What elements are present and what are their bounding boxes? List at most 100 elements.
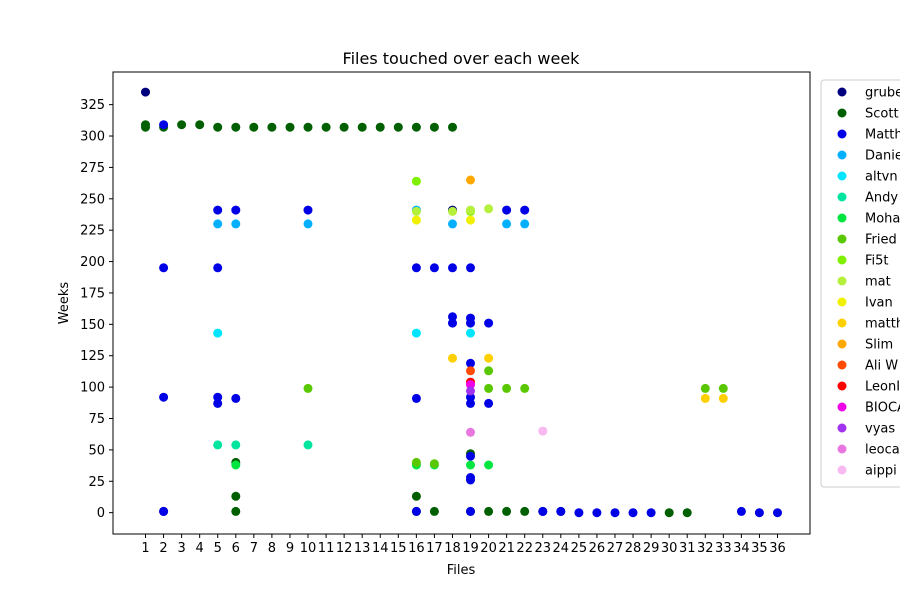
legend-marker: [837, 108, 847, 118]
y-tick-label: 150: [80, 318, 105, 333]
data-point: [448, 206, 457, 216]
x-tick-label: 35: [751, 541, 768, 556]
data-point: [303, 383, 313, 393]
data-point: [773, 508, 782, 518]
y-axis-label: Weeks: [57, 282, 72, 325]
series-fried: [303, 366, 728, 469]
data-point: [484, 398, 494, 408]
legend-entry: Fried: [865, 233, 897, 248]
data-point: [448, 122, 457, 132]
x-tick-label: 33: [715, 541, 732, 556]
data-point: [466, 398, 475, 408]
x-tick-label: 11: [318, 541, 335, 556]
data-point: [429, 122, 439, 132]
x-tick-label: 30: [661, 541, 678, 556]
data-point: [159, 263, 169, 273]
data-point: [538, 426, 548, 436]
data-point: [411, 176, 421, 186]
x-tick-label: 17: [426, 541, 443, 556]
series-slim: [466, 175, 475, 185]
legend-marker: [837, 444, 847, 454]
legend-entry: Scott: [865, 107, 899, 122]
data-point: [411, 122, 421, 132]
data-point: [213, 205, 223, 215]
legend-marker: [837, 171, 847, 181]
data-point: [159, 506, 169, 516]
data-point: [231, 219, 241, 229]
data-point: [213, 328, 223, 338]
legend-marker: [837, 255, 847, 265]
legend-entry: Ivan: [865, 296, 893, 311]
legend-marker: [837, 381, 847, 391]
x-tick-label: 25: [571, 541, 588, 556]
data-point: [502, 506, 512, 516]
data-point: [177, 120, 187, 130]
data-point: [448, 318, 457, 328]
data-point: [466, 386, 475, 396]
data-point: [213, 122, 223, 132]
data-point: [159, 120, 169, 130]
data-point: [574, 508, 584, 518]
plot-area: [141, 87, 782, 518]
data-point: [411, 457, 421, 467]
y-tick-label: 325: [80, 98, 105, 113]
legend-entry: Ali W: [865, 359, 898, 374]
legend-entry: Fi5t: [865, 254, 889, 269]
y-tick-label: 100: [80, 381, 105, 396]
series-altvn: [213, 328, 475, 338]
legend-entry: altvn: [865, 170, 898, 185]
y-tick-label: 0: [97, 506, 105, 521]
data-point: [502, 205, 512, 215]
x-tick-label: 31: [679, 541, 696, 556]
y-tick-label: 275: [80, 161, 105, 176]
data-point: [718, 383, 728, 393]
data-point: [231, 460, 241, 470]
data-point: [303, 440, 313, 450]
x-tick-label: 9: [286, 541, 294, 556]
data-point: [267, 122, 277, 132]
data-point: [213, 398, 223, 408]
data-point: [718, 393, 728, 403]
data-point: [484, 460, 494, 470]
data-point: [213, 263, 223, 273]
chart-title: Files touched over each week: [343, 49, 581, 68]
legend-marker: [837, 213, 847, 223]
data-point: [411, 491, 421, 501]
data-point: [466, 175, 475, 185]
x-tick-label: 10: [300, 541, 317, 556]
x-tick-label: 18: [444, 541, 461, 556]
data-point: [610, 508, 620, 518]
y-tick-label: 225: [80, 224, 105, 239]
data-point: [466, 451, 475, 461]
legend-marker: [837, 297, 847, 307]
y-tick-label: 25: [88, 475, 105, 490]
data-point: [159, 392, 169, 402]
legend-entry: Matth: [865, 128, 900, 143]
legend-entry: grube: [865, 86, 900, 101]
data-point: [411, 328, 421, 338]
legend-entry: Slim: [865, 338, 893, 353]
data-point: [466, 358, 475, 368]
data-point: [411, 215, 421, 225]
legend-marker: [837, 465, 847, 475]
series-ali-w: [466, 366, 475, 376]
y-tick-label: 125: [80, 349, 105, 364]
x-tick-label: 2: [159, 541, 167, 556]
data-point: [141, 120, 150, 130]
data-point: [520, 383, 530, 393]
series-leoca: [466, 427, 475, 437]
x-tick-label: 13: [354, 541, 371, 556]
x-tick-label: 23: [534, 541, 551, 556]
data-point: [213, 440, 223, 450]
data-point: [484, 204, 494, 214]
x-tick-label: 20: [480, 541, 497, 556]
data-point: [303, 219, 313, 229]
y-tick-label: 300: [80, 130, 105, 145]
x-tick-label: 12: [336, 541, 353, 556]
legend-marker: [837, 150, 847, 160]
data-point: [448, 353, 457, 363]
data-point: [754, 508, 764, 518]
x-axis-label: Files: [447, 563, 476, 578]
legend-entry: leoca: [865, 443, 900, 458]
legend-marker: [837, 402, 847, 412]
